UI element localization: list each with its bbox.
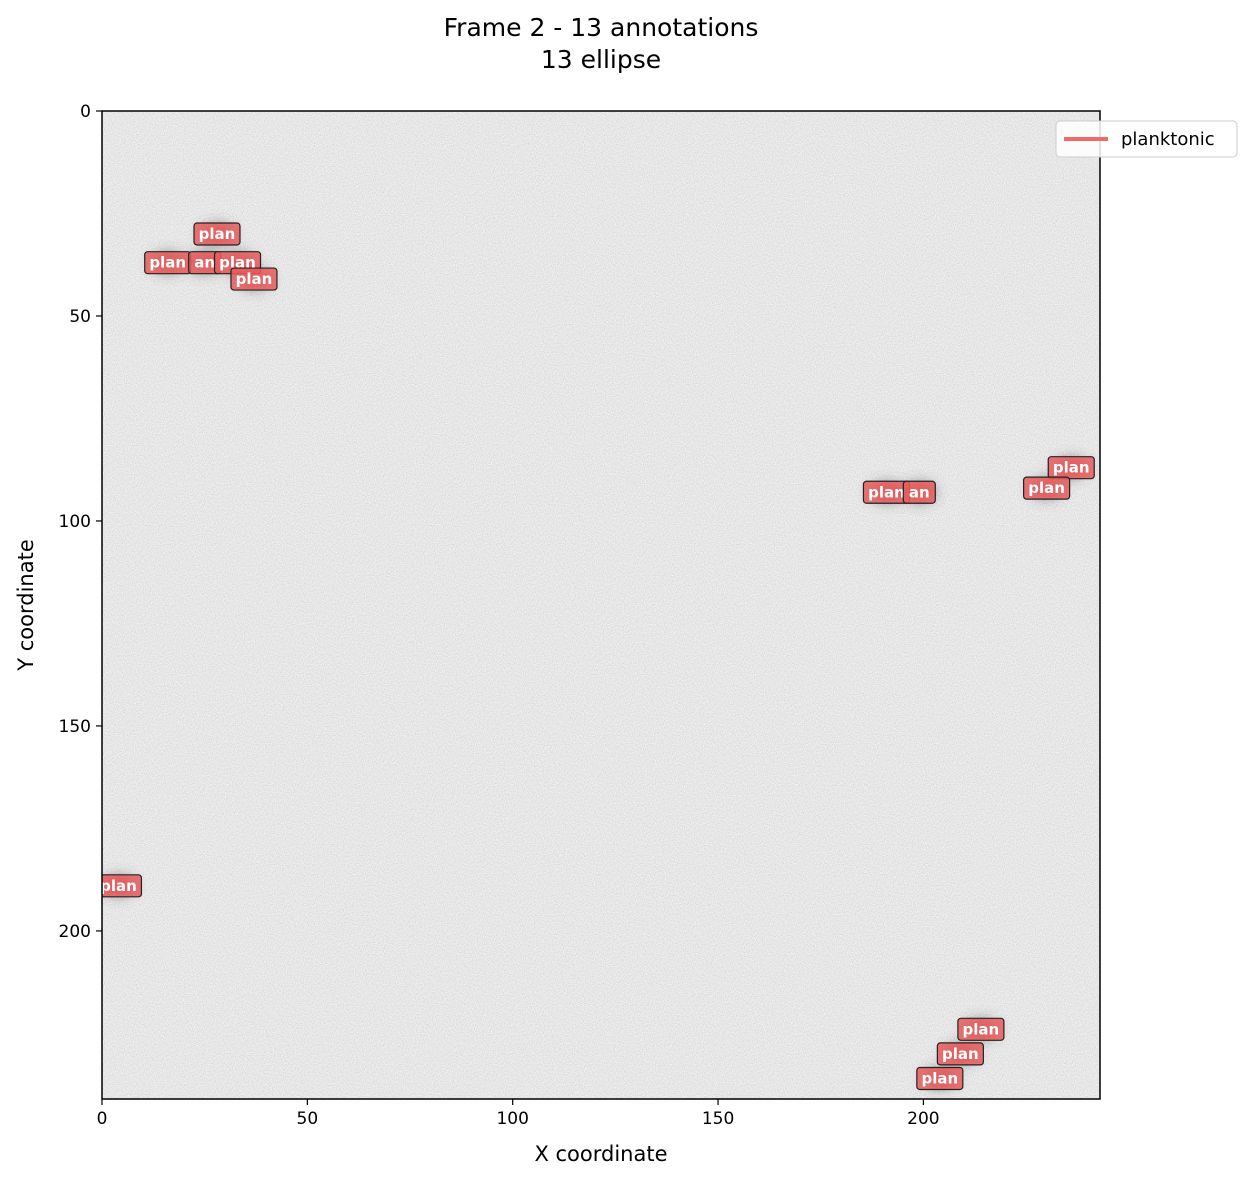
annotation-tag-label: plan xyxy=(942,1045,979,1063)
x-tick-label: 0 xyxy=(97,1109,108,1129)
annotation-tag-box xyxy=(1023,476,1071,500)
annotation-tag-box xyxy=(102,874,143,898)
x-tick-label: 200 xyxy=(907,1109,939,1129)
plot-frame xyxy=(101,110,1101,1100)
annotation-tag-label: plan xyxy=(100,877,137,895)
annotation-tag-label: plan xyxy=(1053,459,1090,477)
annotation-tag-label: an xyxy=(194,254,215,272)
annotation-tag: plan xyxy=(916,1066,964,1091)
y-tick-label: 100 xyxy=(59,512,91,532)
annotation-tag-label: plan xyxy=(921,1070,958,1088)
x-axis: 0 50 100 150 200 xyxy=(97,1099,940,1129)
annotation-tag-box xyxy=(902,480,936,504)
annotation-tag: plan xyxy=(230,267,278,291)
annotation-tag-label: plan xyxy=(963,1020,1000,1038)
annotation-tag: plan xyxy=(144,251,192,275)
annotation-tag-label: plan xyxy=(199,225,236,243)
x-axis-label: X coordinate xyxy=(534,1142,667,1166)
x-tick-label: 100 xyxy=(496,1109,528,1129)
annotation-tag-box xyxy=(1047,456,1095,480)
annotation-tag-box xyxy=(193,222,241,246)
annotation-tag: plan xyxy=(957,1017,1005,1041)
y-axis-label: Y coordinate xyxy=(14,539,38,672)
annotation-tag: an xyxy=(188,251,222,275)
annotation-tag-label: plan xyxy=(219,254,256,272)
legend: planktonic xyxy=(1055,120,1238,158)
annotation-tag: an xyxy=(902,480,936,504)
annotation-tag: plan xyxy=(100,874,143,898)
chart-title: Frame 2 - 13 annotations xyxy=(444,13,759,42)
annotation-tag: plan xyxy=(1047,456,1095,480)
annotation-tag-box xyxy=(916,1066,964,1091)
annotation-tag: plan xyxy=(862,480,911,504)
x-tick-label: 50 xyxy=(297,1109,319,1129)
y-tick-label: 0 xyxy=(80,102,91,122)
legend-label-planktonic: planktonic xyxy=(1121,129,1215,150)
annotation-tag: plan xyxy=(936,1042,984,1066)
annotation-tag-label: plan xyxy=(868,483,905,501)
y-axis: 0 50 100 150 200 xyxy=(59,102,102,942)
annotation-tag-label: plan xyxy=(1028,479,1065,497)
annotation-tag: plan xyxy=(193,222,241,246)
annotation-tag-label: plan xyxy=(236,270,273,288)
annotation-tag-label: an xyxy=(909,483,930,501)
chart-subtitle: 13 ellipse xyxy=(541,45,661,74)
annotation-tag: plan xyxy=(1023,476,1071,500)
legend-box xyxy=(1055,120,1238,158)
annotation-tag-box xyxy=(936,1042,984,1066)
y-tick-label: 200 xyxy=(59,922,91,942)
annotation-tag-box xyxy=(957,1017,1005,1041)
x-tick-label: 150 xyxy=(702,1109,734,1129)
y-tick-label: 150 xyxy=(59,717,91,737)
annotation-tag-label: plan xyxy=(149,254,186,272)
annotation-tag-box xyxy=(230,267,278,291)
y-tick-label: 50 xyxy=(69,307,91,327)
